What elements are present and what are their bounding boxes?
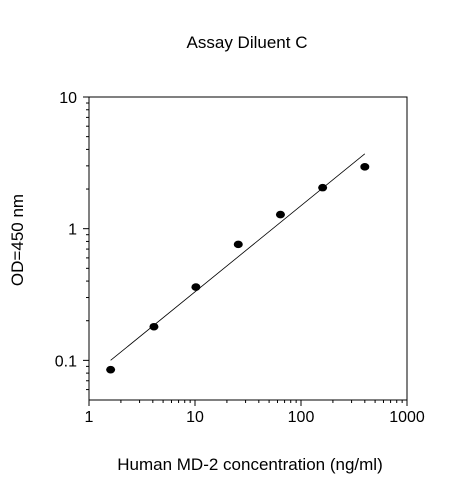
- data-point: [106, 365, 116, 374]
- data-points: [106, 163, 370, 374]
- y-axis-ticks: 0.1 1 10: [55, 90, 89, 391]
- data-point: [318, 183, 328, 192]
- plot-frame: [88, 96, 408, 401]
- y-tick-label: 1: [68, 222, 77, 239]
- x-tick-label: 100: [288, 409, 315, 426]
- data-point: [275, 210, 285, 219]
- fit-line-group: [110, 153, 366, 361]
- fit-line: [110, 153, 366, 361]
- x-tick-label: 1000: [389, 409, 425, 426]
- x-axis-label: Human MD-2 concentration (ng/ml): [117, 455, 382, 474]
- y-tick-label: 10: [59, 90, 77, 107]
- data-point: [191, 283, 201, 291]
- x-tick-label: 1: [85, 409, 94, 426]
- x-axis-ticks: 1 10 100 1000: [85, 400, 425, 426]
- data-point: [149, 322, 159, 331]
- y-tick-label: 0.1: [55, 353, 77, 370]
- chart-title: Assay Diluent C: [187, 33, 308, 52]
- data-point: [233, 240, 243, 249]
- data-point: [360, 163, 370, 171]
- y-axis-label: OD=450 nm: [8, 194, 27, 286]
- x-tick-label: 10: [186, 409, 204, 426]
